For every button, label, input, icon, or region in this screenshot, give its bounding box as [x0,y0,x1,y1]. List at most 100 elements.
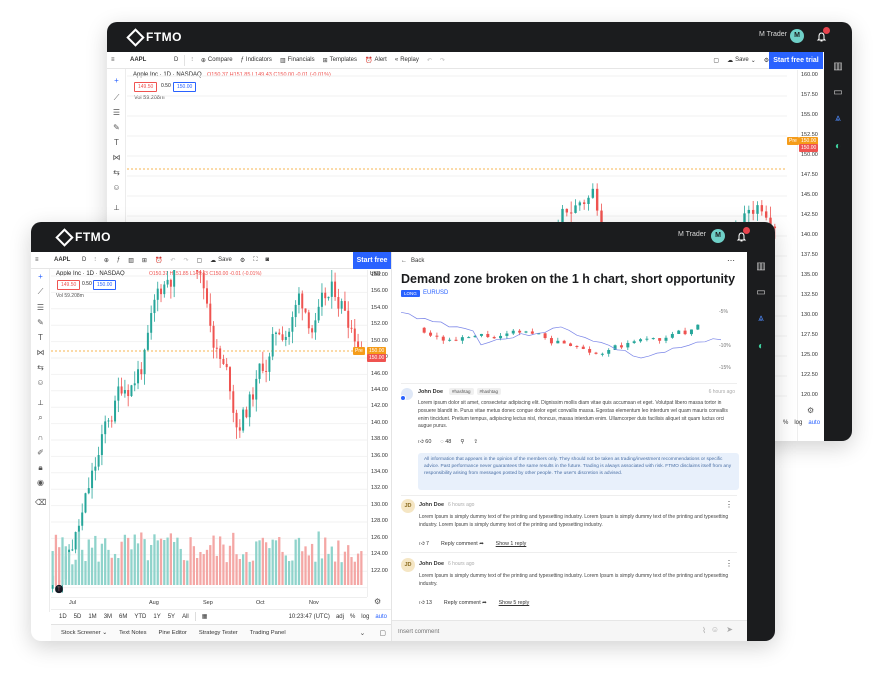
calendar-icon[interactable]: ▦ [201,614,208,620]
templates-icon[interactable]: ⊞ [141,257,147,264]
compare-button[interactable]: ⊕ Compare [200,57,233,64]
chart-type-icon[interactable]: ⫶ [191,56,193,63]
fib-icon[interactable]: ☰ [112,108,121,117]
indicators-icon[interactable]: ƒ [116,257,121,263]
share-icon[interactable]: ⇪ [473,439,478,445]
camera-icon[interactable]: ◙ [265,257,270,263]
ruler-icon[interactable]: ⟂ [113,203,120,212]
indicators-button[interactable]: ƒ Indicators [240,57,272,63]
text-icon[interactable]: T [38,333,43,342]
emoji-icon[interactable]: ☺ [36,378,45,387]
start-free-button[interactable]: Start free [353,252,391,269]
reply-button[interactable]: Reply comment ➦ [443,600,487,606]
pencil-lock-icon[interactable]: ✐ [37,448,44,457]
fullscreen-icon[interactable]: ⛶ [253,256,258,263]
chevron-down-icon[interactable]: ⌄ [359,630,366,637]
timeframe-all[interactable]: All [182,613,189,620]
user-name[interactable]: M Trader [678,231,707,238]
save-button[interactable]: ☁ Save [210,257,232,264]
emoji-icon[interactable]: ☺ [112,183,121,192]
trendline-icon[interactable]: ⟋ [37,287,44,296]
timeframe-1d[interactable]: 1D [59,613,67,620]
ruler-icon[interactable]: ⟂ [37,398,44,407]
chat-icon[interactable]: ▭ [756,287,766,298]
auto-toggle[interactable]: auto [375,613,387,620]
tab-text-notes[interactable]: Text Notes [119,630,147,636]
timeframe-1y[interactable]: 1Y [153,613,161,620]
lock-icon[interactable]: 🔒︎ [38,463,43,472]
bell-icon[interactable] [736,227,750,242]
brush-icon[interactable]: ✎ [113,123,120,132]
start-free-trial-button[interactable]: Start free trial [769,52,823,69]
menu-icon[interactable]: ≡ [35,257,39,263]
comment-input[interactable] [398,625,688,638]
forecast-icon[interactable]: ⇆ [113,168,120,177]
symbol-search[interactable]: AAPL [54,257,71,263]
eye-icon[interactable]: ◉ [37,478,44,487]
comments-button[interactable]: ◌ 48 [440,439,452,445]
chart-type-icon[interactable]: ⫶ [94,256,96,263]
crosshair-icon[interactable]: + [114,76,119,85]
financials-button[interactable]: ▥ Financials [279,57,315,64]
compare-icon[interactable]: ⊕ [103,257,109,264]
log-toggle[interactable]: log [794,420,803,426]
magnet-icon[interactable]: ∩ [37,433,44,442]
trash-icon[interactable]: ⌫ [35,498,47,507]
replay-button[interactable]: «Replay [394,57,419,63]
comment-author[interactable]: John Doe [419,502,445,508]
redo-icon[interactable]: ↷ [439,57,445,64]
timeframe-5y[interactable]: 5Y [167,613,176,620]
more-icon[interactable]: ⋯ [727,256,735,265]
ideas-icon[interactable]: ⩓ [835,113,841,124]
pair-link[interactable]: EURUSD [423,290,449,296]
hashtag[interactable]: #hashtag [476,388,502,395]
send-icon[interactable]: ➤ [726,625,733,634]
crosshair-icon[interactable]: + [38,272,43,281]
reply-button[interactable]: Reply comment ➦ [440,541,484,547]
comment-author[interactable]: John Doe [419,561,445,567]
tab-pine-editor[interactable]: Pine Editor [158,630,187,636]
pin-icon[interactable]: ⚲ [460,439,465,445]
redo-icon[interactable]: ↷ [183,257,189,264]
attachment-icon[interactable]: ⌇ [702,626,706,635]
timeframe-5d[interactable]: 5D [73,613,82,620]
currency-label[interactable]: USD [370,271,381,277]
maximize-icon[interactable]: ▢ [379,630,386,637]
interval-button[interactable]: D [174,57,179,63]
timeframe-1m[interactable]: 1M [88,613,97,620]
avatar[interactable]: M [711,229,725,243]
chart-list-icon[interactable]: ▥ [833,61,843,72]
chart-list-icon[interactable]: ▥ [756,261,766,272]
timeframe-3m[interactable]: 3M [103,613,113,620]
pattern-icon[interactable]: ⋈ [112,153,121,162]
like-button[interactable]: 👍︎ 7 [419,541,429,547]
forecast-icon[interactable]: ⇆ [37,363,44,372]
trendline-icon[interactable]: ⟋ [113,93,120,102]
bid-price[interactable]: 149.50 [134,82,158,92]
like-button[interactable]: 👍︎ 13 [419,600,432,606]
clock-readout[interactable]: 10:23:47 (UTC) [288,613,330,620]
user-name[interactable]: M Trader [759,31,788,38]
bid-price[interactable]: 149.50 [57,280,81,290]
more-icon[interactable]: ⋮ [725,500,733,509]
fib-icon[interactable]: ☰ [36,303,45,312]
avatar[interactable]: M [790,29,804,43]
market-icon[interactable]: ◐ [834,141,842,152]
layout-icon[interactable]: ▢ [713,57,720,64]
candlestick-chart[interactable]: 🅣 [51,270,367,597]
like-button[interactable]: 👍︎ 60 [418,439,432,445]
text-icon[interactable]: T [114,138,119,147]
settings-icon[interactable]: ⚙ [374,597,382,606]
adj-toggle[interactable]: adj [335,613,344,620]
alarm-icon[interactable]: ⏰ [154,257,163,264]
auto-toggle[interactable]: auto [808,420,821,426]
chat-icon[interactable]: ▭ [833,87,843,98]
hashtag[interactable]: #hashtag [449,388,474,395]
author-name[interactable]: John Doe [418,389,444,395]
commenter-avatar[interactable]: JD [401,558,415,572]
settings-icon[interactable]: ⚙ [239,257,246,264]
settings-icon[interactable]: ⚙ [763,57,770,64]
log-toggle[interactable]: log [361,613,370,620]
undo-icon[interactable]: ↶ [170,257,176,264]
symbol-search[interactable]: AAPL [130,57,147,63]
